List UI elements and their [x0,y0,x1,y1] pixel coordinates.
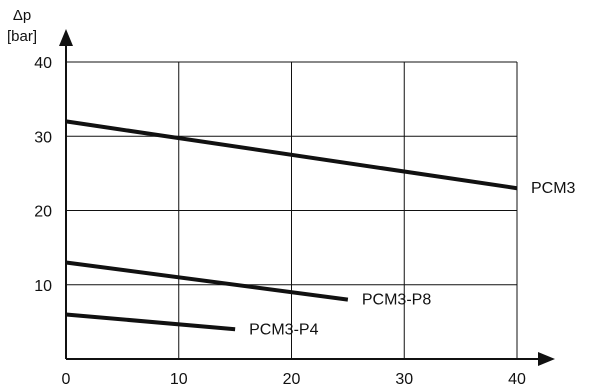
series [65,119,518,332]
x-tick-label: 40 [508,371,526,388]
y-tick-label: 30 [34,129,52,146]
series-label-pcm3: PCM3 [531,180,576,197]
y-axis-label-symbol: Δp [13,7,31,24]
y-axis-label-unit: [bar] [7,28,37,45]
grid [66,61,518,359]
labels: Δp [bar] 0 10 20 30 40 10 20 30 40 PCM3 PCM3-P8 PCM… [7,7,576,388]
series-label-pcm3-p4: PCM3-P4 [249,321,318,338]
y-tick-label: 40 [34,55,52,72]
axes [59,29,555,366]
series-line-pcm3-p4 [65,312,236,332]
x-tick-label: 30 [395,371,413,388]
x-axis-arrow [538,352,555,366]
x-tick-label: 0 [62,371,71,388]
x-tick-label: 10 [170,371,188,388]
y-axis-arrow [59,29,73,46]
series-line-pcm3-p8 [65,260,349,302]
series-label-pcm3-p8: PCM3-P8 [362,292,431,309]
y-tick-label: 10 [34,278,52,295]
series-line-pcm3 [65,119,518,191]
y-tick-label: 20 [34,204,52,221]
x-tick-label: 20 [283,371,301,388]
